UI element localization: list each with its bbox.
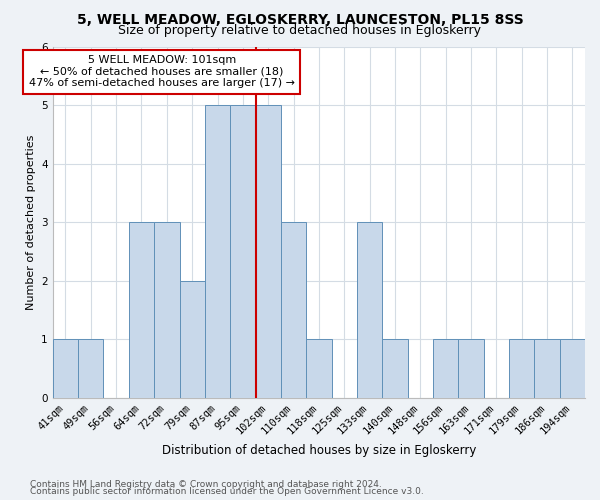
Bar [458,339,484,398]
Bar [230,105,256,398]
Text: Contains public sector information licensed under the Open Government Licence v3: Contains public sector information licen… [30,488,424,496]
Bar [357,222,382,398]
Bar [306,339,332,398]
Text: Size of property relative to detached houses in Egloskerry: Size of property relative to detached ho… [119,24,482,37]
Bar [78,339,103,398]
Bar [53,339,78,398]
Bar [205,105,230,398]
Bar [281,222,306,398]
Text: Contains HM Land Registry data © Crown copyright and database right 2024.: Contains HM Land Registry data © Crown c… [30,480,382,489]
Bar [535,339,560,398]
Bar [154,222,179,398]
Bar [509,339,535,398]
Bar [256,105,281,398]
X-axis label: Distribution of detached houses by size in Egloskerry: Distribution of detached houses by size … [162,444,476,458]
Y-axis label: Number of detached properties: Number of detached properties [26,134,36,310]
Bar [382,339,407,398]
Text: 5 WELL MEADOW: 101sqm
← 50% of detached houses are smaller (18)
47% of semi-deta: 5 WELL MEADOW: 101sqm ← 50% of detached … [29,56,295,88]
Bar [560,339,585,398]
Text: 5, WELL MEADOW, EGLOSKERRY, LAUNCESTON, PL15 8SS: 5, WELL MEADOW, EGLOSKERRY, LAUNCESTON, … [77,12,523,26]
Bar [433,339,458,398]
Bar [179,280,205,398]
Bar [129,222,154,398]
